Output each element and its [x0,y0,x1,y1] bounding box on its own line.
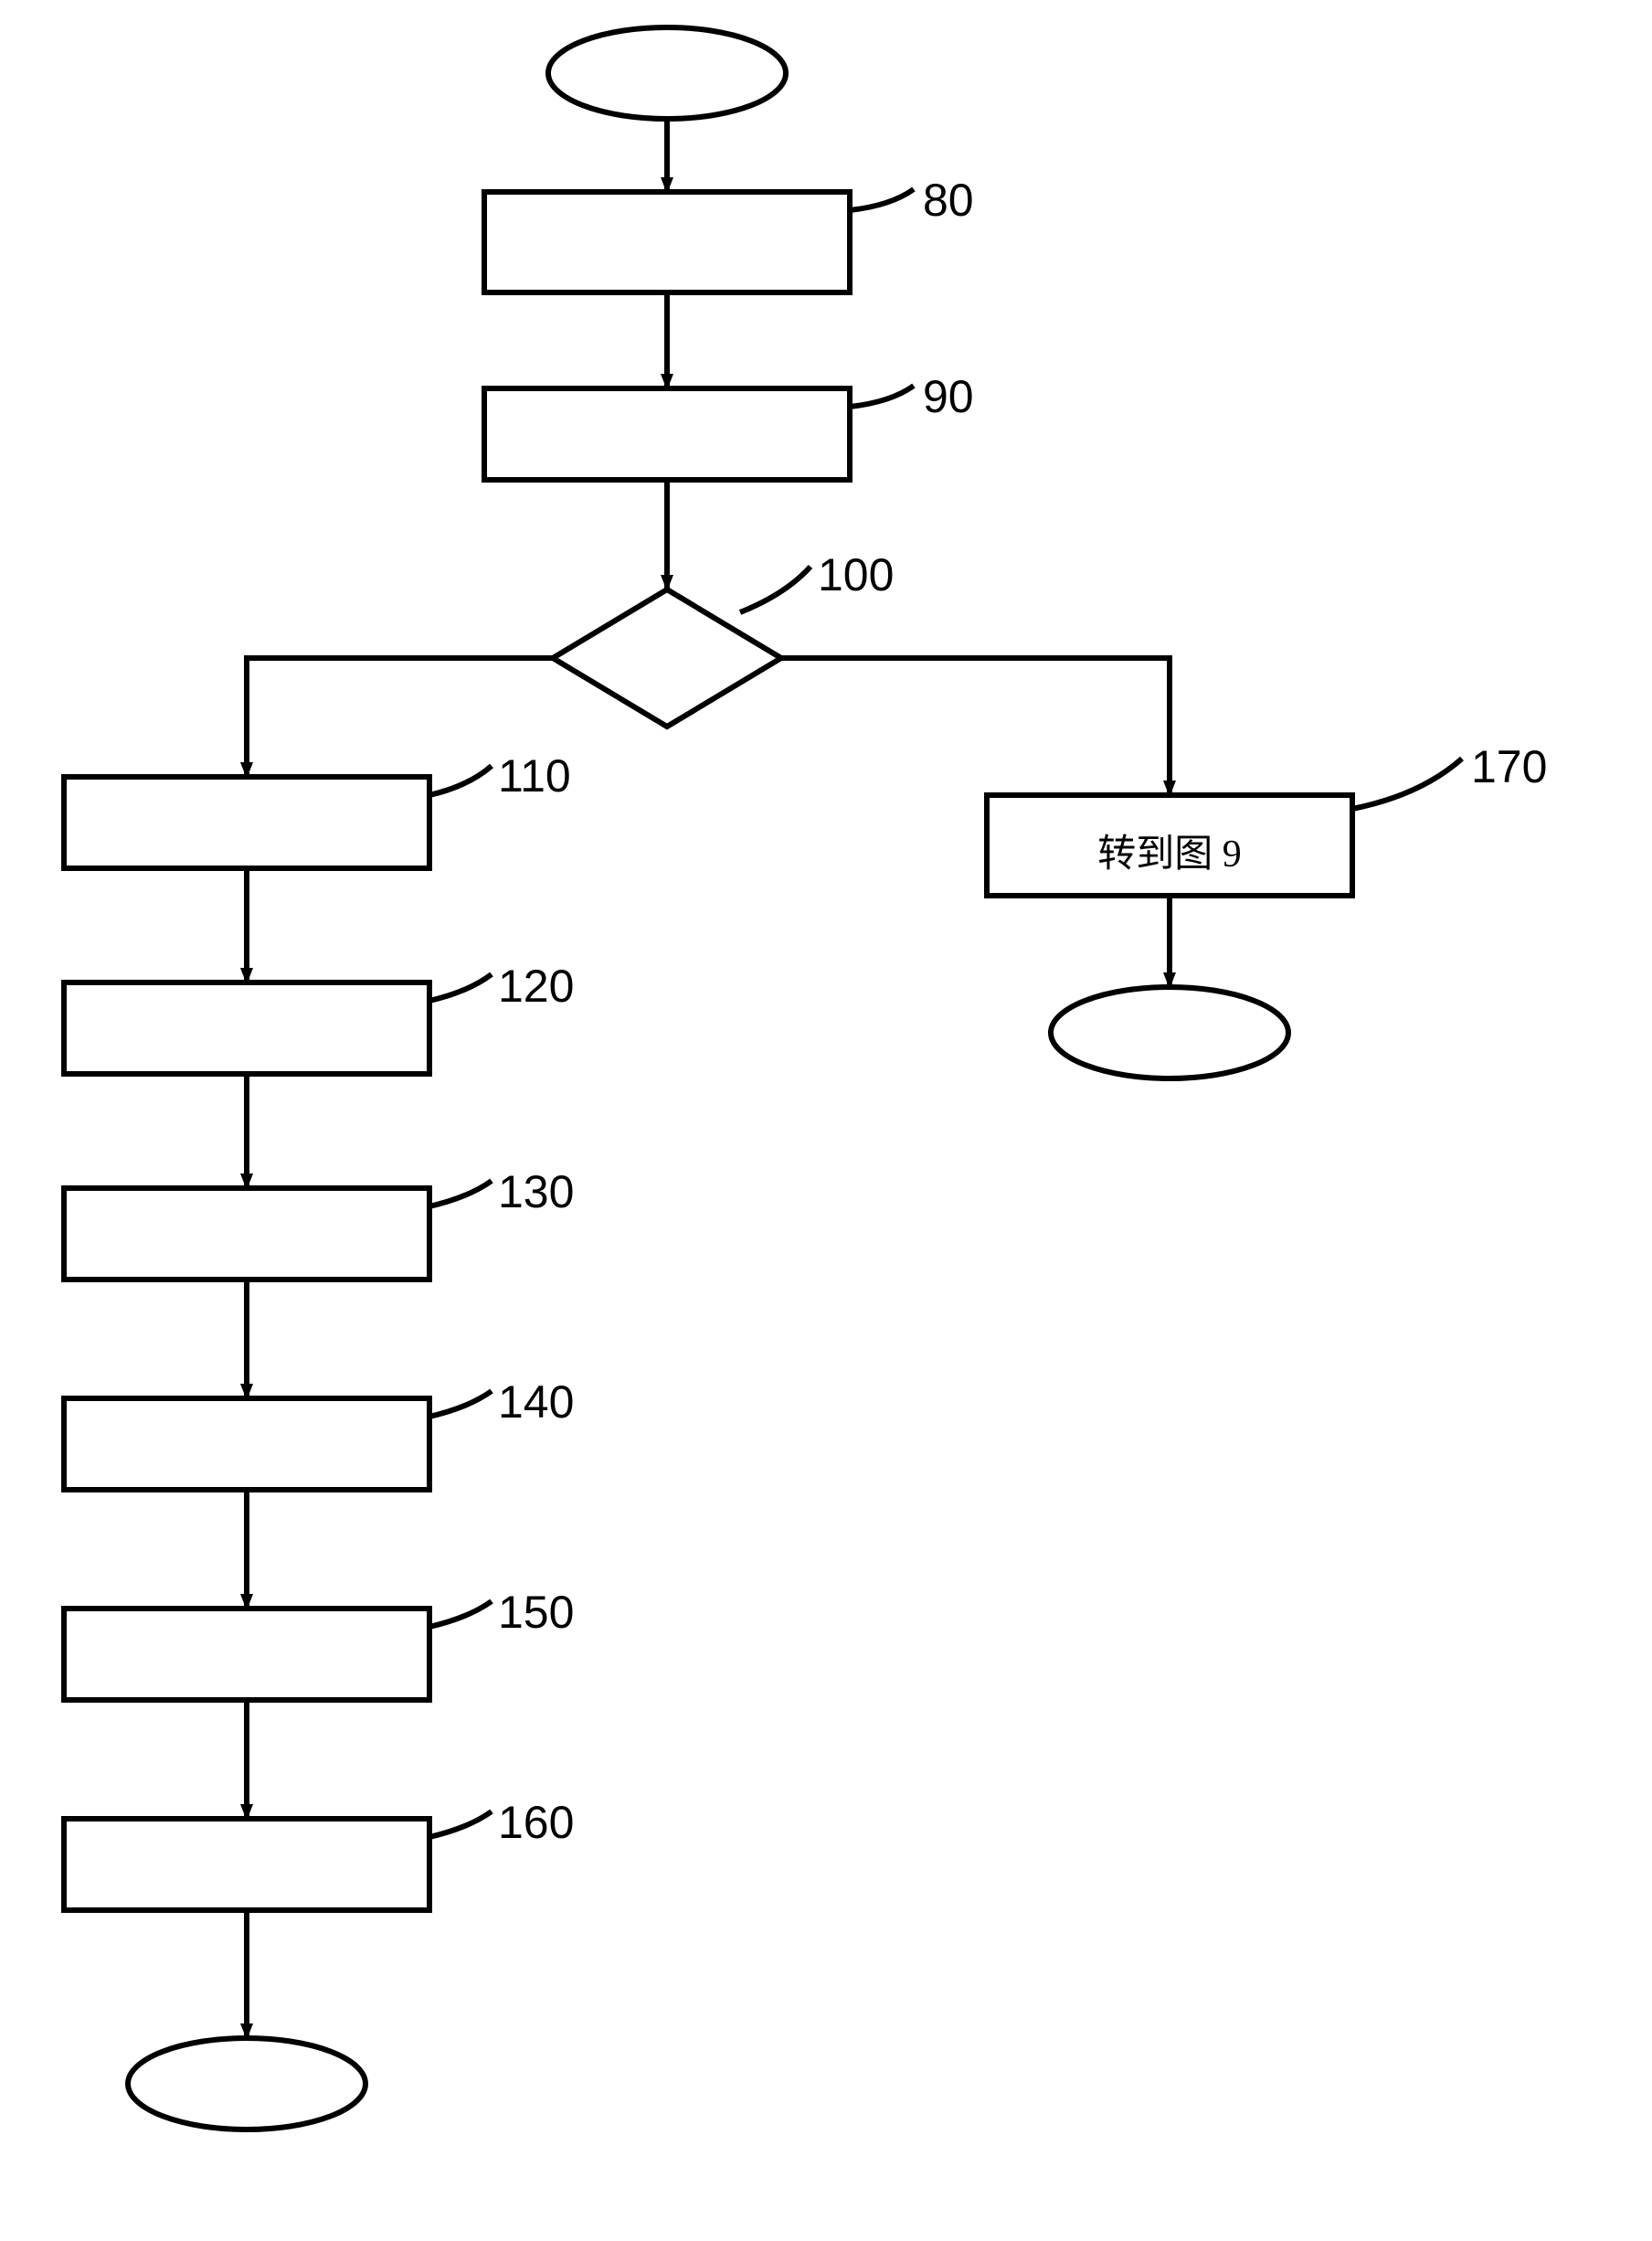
ref-label-130: 130 [498,1165,574,1218]
edge-decision100-box170 [781,658,1170,795]
node-box120 [64,982,429,1074]
leader-box110 [429,766,492,795]
node-text-box170: 转到图 9 [987,823,1352,878]
leader-box150 [429,1601,492,1627]
ref-label-80: 80 [923,174,974,227]
node-end1 [128,2038,365,2129]
ref-label-90: 90 [923,370,974,423]
node-box130 [64,1188,429,1280]
ref-label-150: 150 [498,1586,574,1639]
leader-box160 [429,1811,492,1837]
node-box80 [484,192,850,292]
leader-box130 [429,1181,492,1206]
leader-box140 [429,1391,492,1417]
ref-label-100: 100 [818,548,894,601]
flowchart-diagram [0,0,1652,2241]
ref-label-170: 170 [1471,740,1547,793]
node-start [548,27,786,119]
node-box160 [64,1819,429,1910]
node-box110 [64,777,429,868]
node-end2 [1051,987,1288,1078]
node-box150 [64,1609,429,1700]
leader-decision100 [740,567,810,612]
ref-label-110: 110 [498,749,571,802]
ref-label-160: 160 [498,1796,574,1849]
node-box140 [64,1398,429,1490]
leader-box80 [850,189,914,210]
node-box90 [484,388,850,480]
ref-label-120: 120 [498,960,574,1013]
ref-label-140: 140 [498,1375,574,1429]
leader-box120 [429,974,492,1001]
leader-box170 [1352,759,1462,809]
leader-box90 [850,386,914,407]
